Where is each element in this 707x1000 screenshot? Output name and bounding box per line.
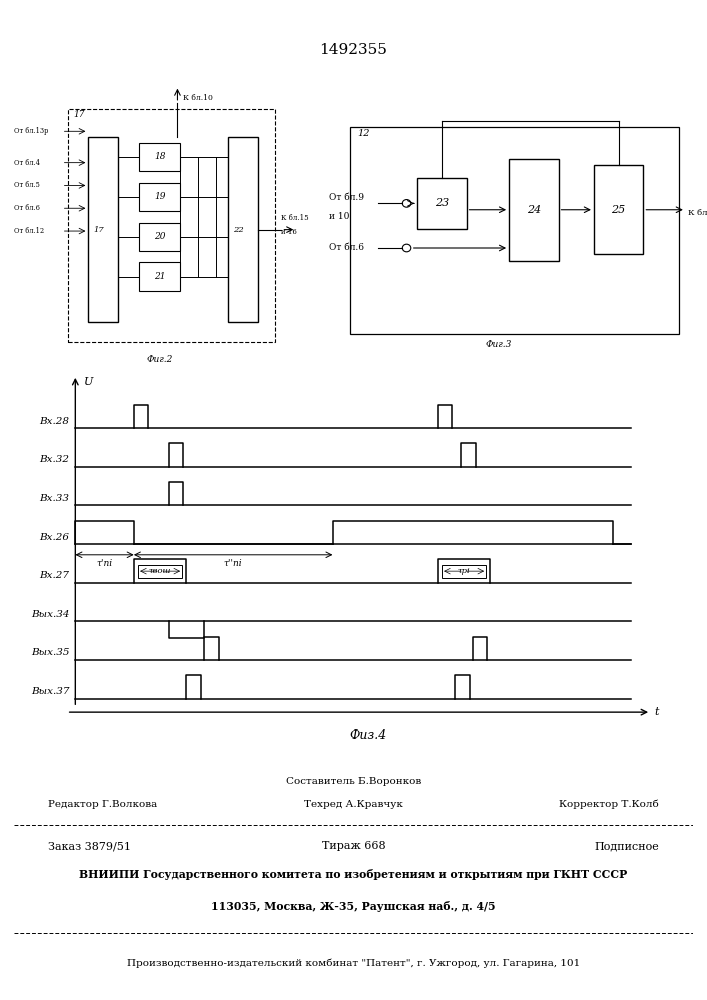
Bar bbox=[139, 143, 180, 171]
Bar bbox=[228, 137, 257, 322]
Text: Корректор Т.Колб: Корректор Т.Колб bbox=[559, 800, 659, 809]
Text: Вх.27: Вх.27 bbox=[40, 571, 69, 580]
Text: 21: 21 bbox=[154, 272, 165, 281]
Text: Подписное: Подписное bbox=[594, 841, 659, 851]
Bar bbox=[139, 262, 180, 291]
Text: t: t bbox=[654, 707, 659, 717]
Text: 17: 17 bbox=[93, 226, 104, 234]
Text: Вх.26: Вх.26 bbox=[40, 533, 69, 542]
Text: и 16: и 16 bbox=[281, 228, 297, 236]
Text: Вых.37: Вых.37 bbox=[31, 687, 69, 696]
Text: Редактор Г.Волкова: Редактор Г.Волкова bbox=[48, 800, 158, 809]
Text: 113035, Москва, Ж-35, Раушская наб., д. 4/5: 113035, Москва, Ж-35, Раушская наб., д. … bbox=[211, 901, 496, 912]
Text: Заказ 3879/51: Заказ 3879/51 bbox=[48, 841, 131, 851]
Text: τвош: τвош bbox=[149, 567, 171, 575]
Text: Вых.35: Вых.35 bbox=[31, 648, 69, 657]
Bar bbox=[417, 178, 467, 229]
Text: 24: 24 bbox=[527, 205, 541, 215]
Text: 12: 12 bbox=[357, 129, 370, 138]
Circle shape bbox=[402, 200, 411, 207]
Text: От бл.5: От бл.5 bbox=[14, 181, 40, 189]
Bar bbox=[139, 223, 180, 251]
Text: От бл.6: От бл.6 bbox=[329, 243, 364, 252]
Text: 17: 17 bbox=[74, 110, 85, 119]
Text: Вх.28: Вх.28 bbox=[40, 417, 69, 426]
Text: Тираж 668: Тираж 668 bbox=[322, 841, 385, 851]
Text: От бл.13р: От бл.13р bbox=[14, 127, 49, 135]
Text: Вх.33: Вх.33 bbox=[40, 494, 69, 503]
Bar bbox=[442, 565, 486, 578]
Bar bbox=[138, 565, 182, 578]
Text: U: U bbox=[84, 377, 93, 387]
Text: 18: 18 bbox=[154, 152, 165, 161]
Text: От бл.6: От бл.6 bbox=[14, 204, 40, 212]
Bar bbox=[88, 137, 118, 322]
Text: 1492355: 1492355 bbox=[320, 43, 387, 57]
Bar bbox=[68, 109, 276, 342]
Text: От бл.12: От бл.12 bbox=[14, 227, 45, 235]
Circle shape bbox=[402, 244, 411, 252]
Text: 19: 19 bbox=[154, 192, 165, 201]
Text: К бл.11: К бл.11 bbox=[687, 209, 707, 217]
Text: 20: 20 bbox=[154, 232, 165, 241]
Text: τрі: τрі bbox=[458, 567, 470, 575]
Text: Вых.34: Вых.34 bbox=[31, 610, 69, 619]
Bar bbox=[139, 183, 180, 211]
Text: τ'пі: τ'пі bbox=[96, 559, 112, 568]
Text: Фиг.3: Фиг.3 bbox=[485, 340, 512, 349]
Bar bbox=[594, 165, 643, 254]
Text: и 10: и 10 bbox=[329, 212, 349, 221]
Text: ВНИИПИ Государственного комитета по изобретениям и открытиям при ГКНТ СССР: ВНИИПИ Государственного комитета по изоб… bbox=[79, 869, 628, 880]
Text: Техред А.Кравчук: Техред А.Кравчук bbox=[304, 800, 403, 809]
Text: 23: 23 bbox=[435, 198, 449, 208]
Text: Физ.4: Физ.4 bbox=[349, 729, 386, 742]
Text: От бл.4: От бл.4 bbox=[14, 159, 40, 167]
Text: Вх.32: Вх.32 bbox=[40, 455, 69, 464]
Text: К бл.10: К бл.10 bbox=[183, 94, 214, 102]
Text: К бл.15: К бл.15 bbox=[281, 214, 309, 222]
Text: Фиг.2: Фиг.2 bbox=[146, 355, 173, 364]
Text: От бл.9: От бл.9 bbox=[329, 192, 364, 202]
Text: 25: 25 bbox=[612, 205, 626, 215]
Text: Составитель Б.Воронков: Составитель Б.Воронков bbox=[286, 777, 421, 786]
Bar bbox=[350, 127, 679, 334]
Text: 22: 22 bbox=[233, 226, 244, 234]
Text: Производственно-издательский комбинат "Патент", г. Ужгород, ул. Гагарина, 101: Производственно-издательский комбинат "П… bbox=[127, 959, 580, 968]
Bar bbox=[509, 159, 559, 261]
Text: τ''пі: τ''пі bbox=[224, 559, 243, 568]
